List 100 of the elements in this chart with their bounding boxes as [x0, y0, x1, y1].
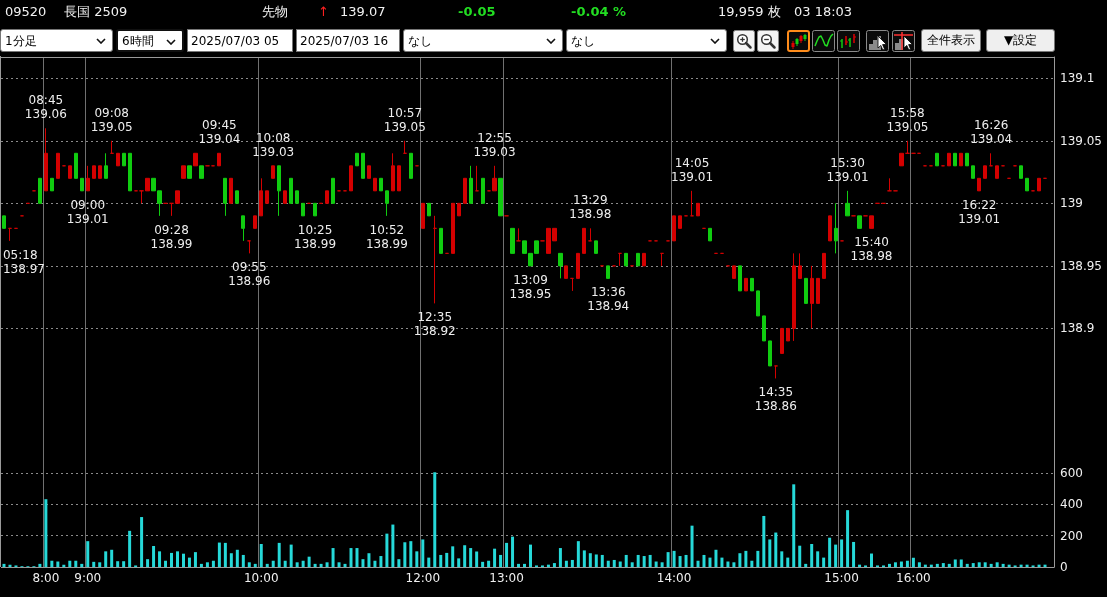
bar [104, 551, 108, 567]
bar [271, 560, 275, 567]
candlestick [971, 165, 975, 179]
candlestick [798, 252, 802, 279]
text: -0.04 % [571, 3, 627, 21]
text: 09:00 139.01 [66, 197, 109, 226]
candlestick [642, 252, 646, 267]
text: 03 18:03 [794, 3, 853, 21]
candlestick [762, 315, 766, 342]
bar [92, 561, 96, 567]
candlestick [128, 152, 132, 192]
bar [277, 542, 281, 567]
candlestick [899, 152, 904, 167]
bar [421, 539, 425, 567]
bar [738, 553, 742, 567]
dropdown: 1分足 [0, 29, 113, 52]
candlestick [1019, 165, 1023, 179]
bar [517, 563, 521, 567]
bar [319, 563, 323, 567]
bar [385, 533, 389, 567]
candlestick [86, 165, 90, 192]
candlestick [229, 177, 233, 204]
text: 05:18 138.97 [2, 247, 45, 276]
bar [487, 560, 491, 567]
bar [74, 560, 78, 567]
bar [403, 542, 407, 567]
bar [648, 554, 652, 567]
bar [768, 539, 772, 567]
bar [475, 551, 479, 567]
candlestick [989, 152, 993, 167]
candlestick [1025, 177, 1029, 192]
bar [870, 553, 874, 567]
bar [899, 561, 903, 567]
text: 10:25 138.99 [294, 222, 337, 251]
candlestick [433, 215, 437, 304]
candlestick [475, 165, 479, 192]
bar [762, 515, 766, 567]
y-tick-label: 138.9 [1060, 321, 1095, 336]
bar [708, 557, 712, 567]
bar [852, 541, 856, 567]
bar [798, 545, 802, 567]
text: 09:55 138.96 [228, 260, 271, 289]
bar [235, 549, 239, 567]
bar [732, 562, 736, 567]
bar [529, 544, 532, 567]
button: 全件表示 [921, 29, 981, 52]
candlestick [810, 265, 814, 329]
candlestick [98, 165, 102, 179]
candlestick [223, 177, 227, 217]
bar [361, 559, 365, 567]
bar [756, 550, 760, 567]
candlestick [828, 215, 832, 242]
bar [68, 560, 72, 567]
bar [445, 552, 449, 567]
y-tick-label: 400 [1060, 497, 1083, 512]
bar [600, 554, 604, 567]
bar [630, 562, 634, 567]
bar [750, 560, 754, 567]
bar [941, 563, 945, 567]
bar [391, 524, 395, 567]
candlestick [845, 190, 850, 217]
y-tick-label: 0 [1060, 560, 1068, 574]
candlestick [463, 177, 467, 204]
bar [846, 510, 850, 567]
candlestick [38, 177, 42, 204]
candlestick [283, 190, 287, 204]
candlestick [977, 177, 981, 192]
bar [259, 543, 263, 567]
bar [415, 551, 419, 567]
button: ▼設定 [986, 29, 1055, 52]
text: 15:58 139.05 [886, 105, 929, 134]
bar [325, 562, 329, 567]
dropdown: なし [566, 29, 727, 52]
candlestick [385, 190, 389, 217]
bar [893, 562, 897, 567]
candlestick [8, 227, 12, 242]
bar [792, 484, 796, 567]
candlestick [696, 202, 700, 217]
candlestick [373, 177, 377, 192]
bar [636, 554, 640, 567]
bar [223, 542, 227, 567]
candlestick [265, 190, 269, 204]
bar [229, 553, 233, 567]
candlestick [1037, 177, 1041, 192]
text: 139.07 [340, 3, 386, 21]
bar [116, 561, 120, 567]
candlestick [947, 152, 951, 167]
candlestick [738, 265, 742, 292]
bar [911, 557, 915, 567]
text: 13:29 138.98 [569, 193, 612, 222]
candlestick [576, 252, 580, 279]
candlestick [367, 165, 371, 179]
candlestick [564, 265, 568, 279]
candlestick [756, 290, 760, 317]
candlestick [451, 202, 455, 254]
bar [176, 551, 179, 567]
bar [397, 559, 401, 567]
candlestick [624, 252, 628, 267]
candlestick [110, 140, 114, 154]
bar [887, 563, 891, 567]
